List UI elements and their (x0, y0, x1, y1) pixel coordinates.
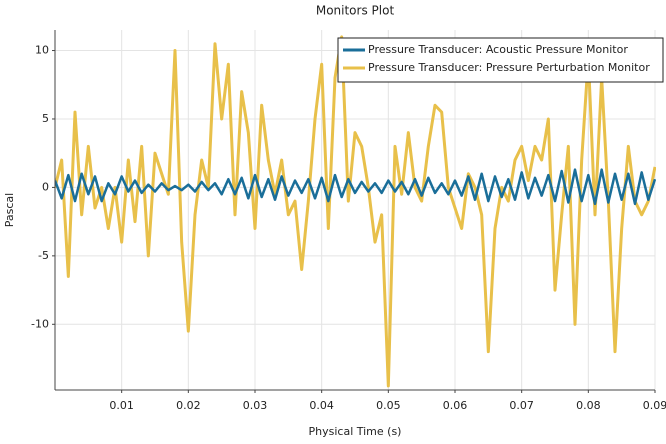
x-tick-label: 0.06 (443, 399, 468, 412)
x-tick-label: 0.04 (309, 399, 334, 412)
legend-box (337, 37, 664, 83)
x-tick-label: 0.01 (109, 399, 134, 412)
legend-label: Pressure Transducer: Pressure Perturbati… (368, 61, 650, 74)
y-tick-label: -5 (38, 249, 49, 262)
x-tick-label: 0.08 (576, 399, 601, 412)
plot-area (55, 35, 656, 388)
y-tick-label: 0 (42, 180, 49, 193)
series-line (55, 35, 656, 388)
y-axis-label: Pascal (3, 193, 16, 227)
x-tick-label: 0.09 (643, 399, 666, 412)
y-tick-label: 5 (42, 112, 49, 125)
x-tick-label: 0.03 (243, 399, 268, 412)
x-tick-label: 0.05 (376, 399, 401, 412)
x-tick-label: 0.02 (176, 399, 201, 412)
x-tick-label: 0.07 (509, 399, 534, 412)
chart-title: Monitors Plot (316, 4, 395, 18)
y-tick-label: 10 (35, 44, 49, 57)
legend-label: Pressure Transducer: Acoustic Pressure M… (368, 43, 628, 56)
y-tick-label: -10 (31, 317, 49, 330)
legend: Pressure Transducer: Acoustic Pressure M… (337, 37, 664, 83)
series-line (55, 168, 656, 206)
x-axis-label: Physical Time (s) (309, 425, 402, 438)
